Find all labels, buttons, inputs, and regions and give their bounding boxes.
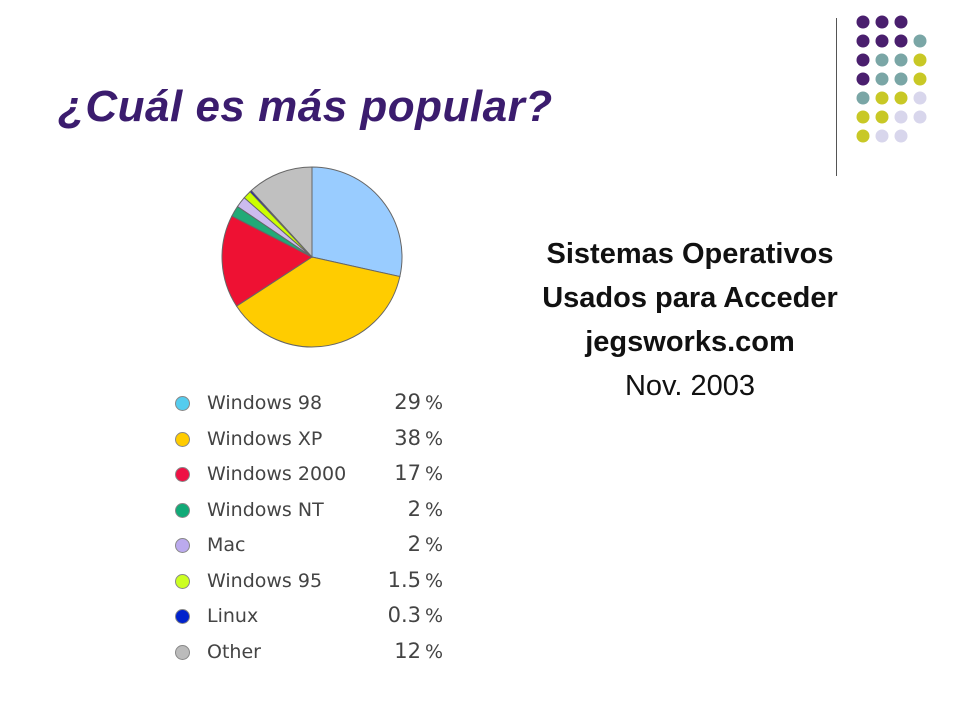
decorative-dot: [913, 53, 927, 67]
legend-item-other: Other 12%: [171, 639, 461, 675]
caption-line-3: jegsworks.com: [585, 326, 795, 358]
caption-line-1: Sistemas Operativos: [546, 238, 834, 270]
decorative-dot-grid: [856, 15, 927, 143]
decorative-dot: [856, 129, 870, 143]
legend-value: 2: [407, 532, 421, 556]
legend-unit: %: [424, 392, 443, 414]
decorative-dot: [856, 110, 870, 124]
legend-unit: %: [424, 498, 443, 521]
legend-swatch: [175, 573, 190, 589]
decorative-dot: [894, 15, 908, 29]
legend-label: Windows 2000: [207, 463, 347, 485]
legend-value: 29: [394, 390, 421, 414]
chart-legend: Windows 98 29% Windows XP 38% Windows 2000 17…: [171, 390, 461, 674]
decorative-dot: [894, 110, 908, 124]
legend-label: Windows 95: [207, 569, 323, 592]
decorative-dot: [856, 34, 870, 48]
legend-swatch: [175, 396, 190, 411]
decorative-dot: [875, 129, 889, 143]
decorative-dot: [894, 34, 908, 48]
legend-value: 1.5: [387, 567, 421, 592]
pie-slice-other: [250, 166, 313, 259]
legend-item-windows-95: Windows 95 1.5%: [171, 568, 461, 604]
legend-item-windows-98: Windows 98 29%: [171, 390, 461, 426]
legend-label: Windows NT: [207, 498, 324, 521]
decorative-dot: [894, 53, 908, 67]
decorative-dot: [875, 34, 889, 48]
legend-label: Other: [207, 640, 261, 663]
legend-swatch: [175, 502, 190, 518]
decorative-dot: [875, 91, 889, 105]
pie-slice-windows-xp: [235, 256, 401, 348]
decorative-dot: [894, 72, 908, 86]
legend-item-windows-xp: Windows XP 38%: [171, 426, 461, 462]
legend-value: 0.3: [387, 603, 421, 627]
legend-swatch: [175, 431, 190, 447]
pie-slice-windows-98: [311, 166, 403, 278]
legend-unit: %: [424, 427, 443, 450]
legend-value: 17: [394, 461, 421, 485]
decorative-dot: [913, 34, 927, 48]
decorative-dot: [875, 72, 889, 86]
legend-label: Windows 98: [207, 392, 323, 414]
legend-item-windows-2000: Windows 2000 17%: [171, 461, 461, 497]
decorative-dot: [913, 72, 927, 86]
legend-label: Windows XP: [207, 427, 323, 450]
legend-value: 38: [394, 425, 421, 450]
chart-caption: Sistemas Operativos Usados para Acceder …: [470, 232, 910, 408]
legend-unit: %: [424, 640, 443, 663]
decorative-dot: [875, 110, 889, 124]
decorative-dot: [913, 110, 927, 124]
legend-item-linux: Linux 0.3%: [171, 603, 461, 639]
decorative-dot: [894, 129, 908, 143]
caption-line-2: Usados para Acceder: [542, 282, 838, 314]
legend-label: Mac: [207, 534, 246, 556]
legend-swatch: [175, 538, 190, 553]
legend-swatch: [175, 609, 190, 624]
decorative-dot: [913, 91, 927, 105]
legend-swatch: [175, 644, 190, 660]
slide-title: ¿Cuál es más popular?: [58, 82, 553, 131]
decorative-dot: [875, 53, 889, 67]
legend-unit: %: [424, 534, 443, 556]
legend-swatch: [175, 467, 190, 482]
caption-line-4: Nov. 2003: [624, 370, 756, 402]
legend-item-windows-nt: Windows NT 2%: [171, 497, 461, 533]
decorative-dot: [856, 15, 870, 29]
pie-chart: [221, 166, 403, 348]
decorative-divider-line: [836, 18, 837, 176]
chart-panel: Windows 98 29% Windows XP 38% Windows 2000 17…: [157, 158, 465, 676]
legend-unit: %: [424, 605, 443, 627]
decorative-dot: [856, 72, 870, 86]
legend-value: 12: [394, 638, 421, 663]
decorative-dot: [856, 91, 870, 105]
decorative-dot: [856, 53, 870, 67]
legend-unit: %: [424, 463, 443, 485]
decorative-dot: [894, 91, 908, 105]
legend-unit: %: [424, 569, 443, 592]
pie-slice-windows-2000: [221, 215, 313, 307]
legend-label: Linux: [207, 605, 259, 627]
decorative-dot: [875, 15, 889, 29]
legend-item-mac: Mac 2%: [171, 532, 461, 568]
legend-value: 2: [407, 496, 421, 521]
